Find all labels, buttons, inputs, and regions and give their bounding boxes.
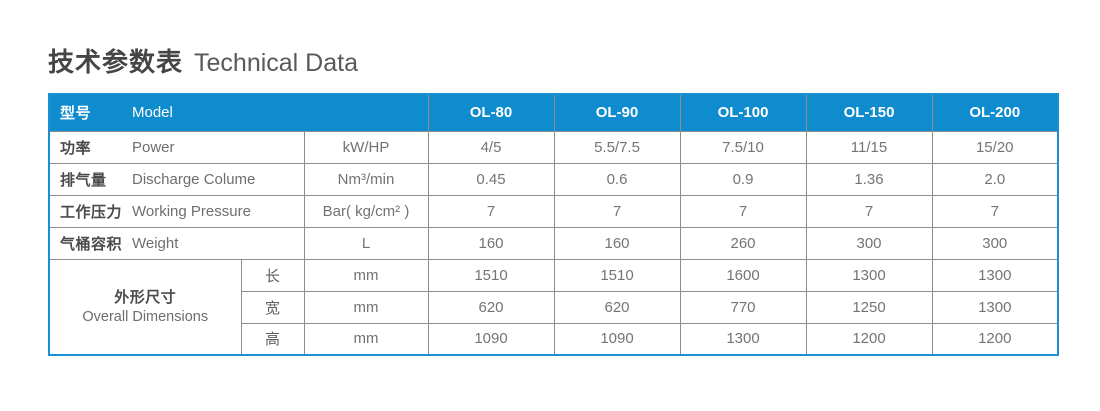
- value-cell: 1200: [805, 322, 933, 356]
- value-cell: 7.5/10: [679, 130, 807, 164]
- row-pressure-label-cell: 工作压力 Working Pressure: [48, 194, 305, 228]
- row-tank-volume-unit: L: [303, 226, 429, 260]
- row-power-label-cell: 功率 Power: [48, 130, 305, 164]
- title-chinese: 技术参数表: [48, 47, 184, 77]
- row-pressure-label-zh: 工作压力: [60, 203, 123, 221]
- row-power-label-zh: 功率: [60, 139, 92, 157]
- value-cell: 260: [679, 226, 807, 260]
- row-dim-length: 外形尺寸 Overall Dimensions 长 mm 1510 1510 1…: [48, 258, 1059, 356]
- value-cell: 0.6: [553, 162, 681, 196]
- row-pressure-label-en: Working Pressure: [132, 202, 251, 220]
- technical-data-table: 型号 Model OL-80 OL-90 OL-100 OL-150 OL-20…: [48, 93, 1059, 356]
- row-discharge-unit: Nm³/min: [303, 162, 429, 196]
- value-cell: 1200: [931, 322, 1059, 356]
- value-cell: 4/5: [427, 130, 555, 164]
- value-cell: 770: [679, 290, 807, 324]
- value-cell: 1300: [805, 258, 933, 292]
- dim-length-unit: mm: [303, 258, 429, 292]
- row-discharge-label-en: Discharge Colume: [132, 170, 256, 188]
- header-row: 型号 Model OL-80 OL-90 OL-100 OL-150 OL-20…: [48, 93, 1059, 132]
- value-cell: 7: [679, 194, 807, 228]
- value-cell: 1300: [931, 258, 1059, 292]
- row-power: 功率 Power kW/HP 4/5 5.5/7.5 7.5/10 11/15 …: [48, 130, 1059, 164]
- value-cell: 1510: [553, 258, 681, 292]
- value-cell: 2.0: [931, 162, 1059, 196]
- value-cell: 0.9: [679, 162, 807, 196]
- row-discharge: 排气量 Discharge Colume Nm³/min 0.45 0.6 0.…: [48, 162, 1059, 196]
- dim-length-label: 长: [240, 258, 305, 292]
- header-model-ol200: OL-200: [931, 93, 1059, 132]
- row-tank-volume: 气桶容积 Weight L 160 160 260 300 300: [48, 226, 1059, 260]
- row-tank-volume-label-zh: 气桶容积: [60, 235, 123, 253]
- value-cell: 620: [427, 290, 555, 324]
- header-model-ol100: OL-100: [679, 93, 807, 132]
- dim-width-label: 宽: [240, 290, 305, 324]
- overall-dimensions-cell: 外形尺寸 Overall Dimensions: [48, 258, 242, 356]
- value-cell: 7: [931, 194, 1059, 228]
- header-label-zh: 型号: [60, 105, 92, 123]
- value-cell: 7: [427, 194, 555, 228]
- dim-height-unit: mm: [303, 322, 429, 356]
- row-power-label-en: Power: [132, 138, 175, 156]
- row-dim-width: 宽 mm 620 620 770 1250 1300: [49, 290, 1059, 324]
- dim-height-label: 高: [240, 322, 305, 356]
- value-cell: 300: [805, 226, 933, 260]
- value-cell: 300: [931, 226, 1059, 260]
- header-label-en: Model: [132, 104, 173, 122]
- value-cell: 1600: [679, 258, 807, 292]
- row-discharge-label-cell: 排气量 Discharge Colume: [48, 162, 305, 196]
- value-cell: 1250: [805, 290, 933, 324]
- value-cell: 1.36: [805, 162, 933, 196]
- value-cell: 160: [427, 226, 555, 260]
- dimensions-label-zh: 外形尺寸: [114, 288, 177, 306]
- value-cell: 620: [553, 290, 681, 324]
- dimensions-label-en: Overall Dimensions: [82, 308, 209, 325]
- value-cell: 11/15: [805, 130, 933, 164]
- header-model-ol90: OL-90: [553, 93, 681, 132]
- value-cell: 1090: [553, 322, 681, 356]
- value-cell: 1300: [679, 322, 807, 356]
- page-title: 技术参数表 Technical Data: [48, 42, 358, 79]
- value-cell: 1090: [427, 322, 555, 356]
- row-dim-height: 高 mm 1090 1090 1300 1200 1200: [49, 322, 1059, 356]
- row-pressure-unit: Bar( kg/cm² ): [303, 194, 429, 228]
- header-model-ol80: OL-80: [427, 93, 555, 132]
- row-pressure: 工作压力 Working Pressure Bar( kg/cm² ) 7 7 …: [48, 194, 1059, 228]
- value-cell: 5.5/7.5: [553, 130, 681, 164]
- row-tank-volume-label-cell: 气桶容积 Weight: [48, 226, 305, 260]
- value-cell: 160: [553, 226, 681, 260]
- row-discharge-label-zh: 排气量: [60, 171, 107, 189]
- value-cell: 15/20: [931, 130, 1059, 164]
- value-cell: 1300: [931, 290, 1059, 324]
- row-power-unit: kW/HP: [303, 130, 429, 164]
- value-cell: 7: [553, 194, 681, 228]
- value-cell: 1510: [427, 258, 555, 292]
- title-english: Technical Data: [194, 49, 358, 77]
- header-model-label-cell: 型号 Model: [48, 93, 429, 132]
- dim-width-unit: mm: [303, 290, 429, 324]
- value-cell: 0.45: [427, 162, 555, 196]
- row-tank-volume-label-en: Weight: [132, 234, 179, 252]
- header-model-ol150: OL-150: [805, 93, 933, 132]
- value-cell: 7: [805, 194, 933, 228]
